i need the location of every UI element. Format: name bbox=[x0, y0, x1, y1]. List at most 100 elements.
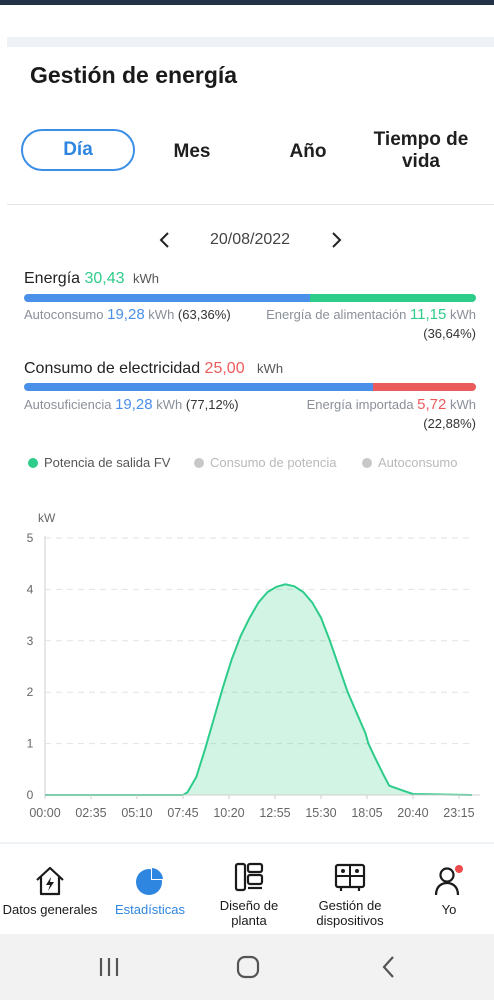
nav-estadisticas[interactable]: Estadísticas bbox=[104, 864, 196, 917]
nav-label: Estadísticas bbox=[114, 902, 186, 917]
footer-separator bbox=[0, 842, 494, 844]
home-circle-icon bbox=[236, 955, 260, 979]
autosuficiencia-stat: Autosuficiencia 19,28 kWh (77,12%) bbox=[24, 396, 239, 413]
legend-item-potencia-salida[interactable]: Potencia de salida FV bbox=[28, 455, 170, 470]
alimentacion-label: Energía de alimentación bbox=[266, 307, 407, 322]
autoconsumo-pct: (63,36%) bbox=[177, 307, 231, 322]
y-tick-label: 4 bbox=[27, 582, 34, 596]
legend-dot-icon bbox=[28, 457, 38, 468]
x-tick-label: 10:20 bbox=[213, 806, 244, 820]
nav-label: Datos generales bbox=[2, 902, 98, 917]
x-tick-label: 20:40 bbox=[397, 806, 428, 820]
nav-datos-generales[interactable]: Datos generales bbox=[0, 864, 100, 917]
importada-pct: (22,88%) bbox=[423, 416, 476, 431]
tab-dia[interactable]: Día bbox=[21, 129, 135, 171]
status-bar-strip bbox=[0, 0, 494, 5]
layout-icon bbox=[234, 862, 264, 892]
recent-apps-icon bbox=[99, 958, 119, 976]
y-tick-label: 1 bbox=[27, 737, 34, 751]
alimentacion-segment bbox=[310, 294, 476, 302]
alimentacion-stat: Energía de alimentación 11,15 kWh bbox=[266, 306, 476, 323]
legend-item-consumo-potencia[interactable]: Consumo de potencia bbox=[194, 455, 336, 470]
legend-dot-icon bbox=[194, 457, 204, 468]
consumption-value: 25,00 bbox=[204, 360, 245, 377]
tab-tiempo-de-vida[interactable]: Tiempo de vida bbox=[373, 129, 469, 172]
y-axis-label: kW bbox=[38, 511, 56, 525]
next-date-button[interactable] bbox=[326, 228, 346, 252]
x-tick-label: 12:55 bbox=[259, 806, 290, 820]
recent-apps-button[interactable] bbox=[96, 954, 122, 985]
home-bolt-icon bbox=[36, 866, 64, 896]
energy-summary: Energía 30,43 kWh bbox=[24, 270, 159, 288]
legend-item-autoconsumo[interactable]: Autoconsumo bbox=[362, 455, 458, 470]
autoconsumo-label: Autoconsumo bbox=[24, 307, 104, 322]
pie-chart-icon bbox=[136, 867, 164, 895]
consumption-label: Consumo de electricidad bbox=[24, 360, 201, 377]
tab-mes[interactable]: Mes bbox=[173, 141, 211, 162]
devices-icon bbox=[334, 863, 366, 891]
autosuficiencia-label: Autosuficiencia bbox=[24, 397, 112, 412]
period-tabs: Día Mes Año Tiempo de vida bbox=[0, 120, 494, 190]
x-tick-label: 15:30 bbox=[305, 806, 336, 820]
energy-value: 30,43 bbox=[84, 270, 125, 287]
bottom-navigation: Datos generales Estadísticas Diseño de p… bbox=[0, 848, 494, 932]
autosuficiencia-unit: kWh bbox=[156, 397, 183, 412]
importada-value: 5,72 bbox=[417, 396, 447, 413]
back-chevron-icon bbox=[382, 956, 394, 978]
autoconsumo-unit: kWh bbox=[148, 307, 175, 322]
nav-yo[interactable]: Yo bbox=[414, 864, 484, 917]
system-navigation-bar bbox=[0, 934, 494, 1000]
autosuficiencia-value: 19,28 bbox=[115, 396, 153, 413]
legend-dot-icon bbox=[362, 457, 372, 468]
nav-label: Yo bbox=[441, 902, 457, 917]
y-tick-label: 2 bbox=[27, 685, 34, 699]
legend-label: Consumo de potencia bbox=[210, 455, 337, 470]
x-tick-label: 18:05 bbox=[351, 806, 382, 820]
autosuficiencia-segment bbox=[24, 383, 373, 391]
series-line bbox=[45, 583, 473, 796]
nav-diseno-planta[interactable]: Diseño de planta bbox=[206, 860, 292, 928]
chevron-right-icon bbox=[332, 232, 342, 248]
home-button[interactable] bbox=[235, 954, 261, 985]
alimentacion-unit: kWh bbox=[450, 307, 476, 322]
back-button[interactable] bbox=[376, 954, 402, 985]
importada-label: Energía importada bbox=[306, 397, 414, 412]
importada-segment bbox=[372, 383, 476, 391]
y-tick-label: 0 bbox=[27, 788, 34, 802]
x-tick-label: 00:00 bbox=[29, 806, 60, 820]
autoconsumo-segment bbox=[24, 294, 311, 302]
nav-label: Diseño de planta bbox=[219, 898, 279, 928]
legend-label: Potencia de salida FV bbox=[44, 455, 171, 470]
alimentacion-value: 11,15 bbox=[409, 306, 447, 323]
notification-dot bbox=[455, 865, 463, 873]
x-tick-label: 23:15 bbox=[443, 806, 474, 820]
tab-ano[interactable]: Año bbox=[289, 141, 327, 162]
energy-split-bar bbox=[24, 294, 476, 302]
divider bbox=[7, 204, 494, 205]
y-tick-label: 3 bbox=[27, 634, 34, 648]
page-title: Gestión de energía bbox=[30, 62, 238, 88]
chart-legend: Potencia de salida FV Consumo de potenci… bbox=[28, 455, 488, 473]
consumption-summary: Consumo de electricidad 25,00 kWh bbox=[24, 360, 283, 378]
energy-label: Energía bbox=[24, 270, 81, 287]
consumption-unit: kWh bbox=[257, 361, 284, 376]
nav-gestion-dispositivos[interactable]: Gestión de dispositivos bbox=[304, 860, 396, 928]
chevron-left-icon bbox=[159, 232, 169, 248]
autosuficiencia-pct: (77,12%) bbox=[185, 397, 239, 412]
importada-stat: Energía importada 5,72 kWh bbox=[307, 396, 476, 413]
nav-label: Gestión de dispositivos bbox=[316, 898, 384, 928]
y-tick-label: 5 bbox=[27, 531, 34, 545]
energy-unit: kWh bbox=[133, 271, 159, 286]
consumption-split-bar bbox=[24, 383, 476, 391]
x-tick-label: 02:35 bbox=[75, 806, 106, 820]
alimentacion-pct: (36,64%) bbox=[423, 326, 476, 341]
power-chart: kW 0 1 2 3 4 5 00:00 02:35 05:10 07:45 10:20 12:55 15… bbox=[27, 511, 480, 820]
autoconsumo-value: 19,28 bbox=[107, 306, 145, 323]
previous-date-button[interactable] bbox=[155, 228, 175, 252]
series-area bbox=[45, 584, 472, 795]
date-navigator: 20/08/2022 bbox=[0, 228, 494, 252]
current-date[interactable]: 20/08/2022 bbox=[209, 231, 291, 248]
header-band bbox=[7, 37, 494, 47]
x-tick-label: 05:10 bbox=[121, 806, 152, 820]
legend-label: Autoconsumo bbox=[378, 455, 458, 470]
